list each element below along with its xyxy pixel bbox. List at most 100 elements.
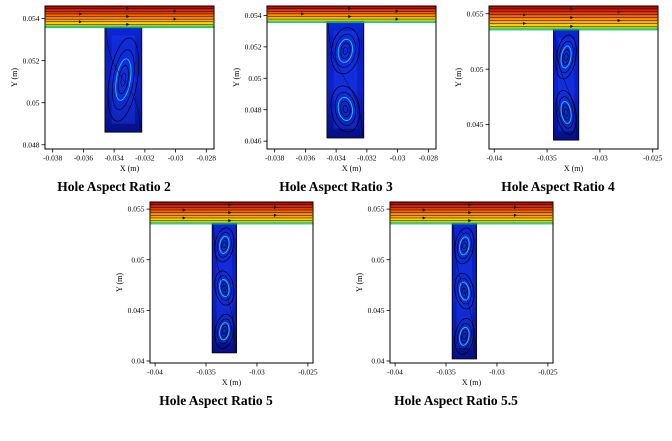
streamline-arrowhead [348, 14, 352, 19]
x-tick-label: -0.032 [357, 154, 377, 163]
vortex-streamline [112, 49, 135, 110]
vortex-streamline [330, 85, 361, 133]
x-tick-label: -0.036 [74, 154, 94, 163]
streamline-arrowhead [228, 203, 232, 207]
figure-hole-aspect-ratio-2: -0.038 -0.036 -0.034 -0.032 -0.03 -0.028 0.048… [8, 3, 220, 195]
streamline-arrowhead [422, 208, 426, 212]
streamline-arrowhead [126, 7, 130, 11]
x-tick-label: -0.025 [538, 368, 558, 377]
figure-hole-aspect-ratio-3: -0.038 -0.036 -0.034 -0.032 -0.03 -0.028 0.046… [230, 3, 442, 195]
vortex-streamline [337, 96, 353, 121]
streamline-arrowhead [395, 17, 399, 21]
streamline-arrowhead [348, 7, 352, 11]
vortex-streamline [462, 333, 467, 340]
vortex-streamline [214, 270, 235, 306]
vortex-streamline [460, 329, 468, 343]
caption-hole-aspect-ratio-3: Hole Aspect Ratio 3 [279, 179, 393, 194]
y-tick-label: 0.052 [23, 56, 40, 65]
streamline-arrowhead [522, 13, 527, 17]
y-tick-label: 0.055 [128, 205, 145, 214]
streamline-arrowhead [468, 219, 472, 223]
y-tick-label: 0.045 [368, 306, 385, 315]
figure-row-2: -0.04 -0.035 -0.03 -0.025 0.04 0.045 0.05 0.055… [113, 199, 559, 409]
plot-border [266, 5, 437, 150]
caption-hole-aspect-ratio-2: Hole Aspect Ratio 2 [57, 179, 171, 194]
vortex-streamline [220, 281, 228, 295]
x-tick-label: -0.034 [326, 154, 346, 163]
streamline-arrowhead [570, 24, 574, 28]
streamline-arrowhead [513, 213, 518, 217]
plot-hole-aspect-ratio-2: -0.038 -0.036 -0.034 -0.032 -0.03 -0.028 0.048… [8, 3, 220, 175]
streamline-arrowhead [422, 216, 426, 220]
vortex-streamline [459, 236, 470, 256]
vortex-streamline [340, 100, 351, 118]
streamline-arrowhead [78, 12, 83, 16]
plot-border [44, 5, 215, 150]
x-axis-title: X (m) [564, 164, 584, 173]
y-tick-label: 0.04 [371, 357, 384, 366]
vortex-streamline [460, 239, 468, 253]
x-tick-label: -0.03 [168, 154, 184, 163]
x-tick-label: -0.04 [486, 154, 502, 163]
vortex-streamline [457, 277, 472, 305]
vortex-streamline [558, 40, 574, 74]
streamline-arrowhead [570, 7, 574, 11]
vortex-streamline [107, 37, 140, 122]
vortex-streamline [334, 92, 356, 126]
x-tick-label: -0.025 [298, 368, 318, 377]
y-tick-label: 0.054 [245, 11, 262, 20]
vortex-streamline [337, 38, 353, 63]
vortex-streamline [219, 279, 230, 298]
y-tick-label: 0.05 [131, 255, 144, 264]
y-tick-label: 0.048 [23, 140, 40, 149]
streamline-arrowhead [522, 21, 527, 26]
vortex-streamline [214, 227, 235, 263]
vortex-streamline [117, 65, 129, 95]
caption-hole-aspect-ratio-4: Hole Aspect Ratio 4 [501, 179, 615, 194]
y-tick-label: 0.048 [245, 105, 262, 114]
x-tick-label: -0.04 [387, 368, 403, 377]
chart-canvas: -0.04 -0.035 -0.03 -0.025 0.045 0.05 0.055 X (m… [454, 5, 663, 173]
x-axis-title: X (m) [222, 378, 242, 387]
vortex-streamline [454, 227, 475, 265]
vortex-streamline [562, 104, 570, 121]
vortex-streamline [340, 42, 351, 59]
figure-hole-aspect-ratio-5: -0.04 -0.035 -0.03 -0.025 0.04 0.045 0.05 0.055… [113, 199, 319, 409]
streamline-arrowhead [300, 12, 305, 16]
y-axis-title: Y (m) [10, 68, 19, 87]
x-tick-label: -0.03 [489, 368, 505, 377]
x-tick-label: -0.035 [436, 368, 456, 377]
y-tick-label: 0.055 [368, 205, 385, 214]
vortex-streamline [558, 96, 574, 129]
y-tick-label: 0.05 [248, 74, 261, 83]
plot-border [389, 201, 554, 364]
y-tick-label: 0.045 [467, 120, 484, 129]
x-tick-label: -0.03 [249, 368, 265, 377]
vortex-streamline [460, 284, 468, 298]
streamline-arrowhead [468, 203, 472, 207]
plot-hole-aspect-ratio-5: -0.04 -0.035 -0.03 -0.025 0.04 0.045 0.05 0.055… [113, 199, 319, 389]
x-tick-label: -0.03 [390, 154, 406, 163]
plot-border [149, 201, 314, 364]
vortex-streamline [454, 318, 475, 355]
y-tick-label: 0.04 [131, 357, 144, 366]
x-tick-label: -0.03 [592, 154, 608, 163]
vortex-streamline [217, 318, 232, 344]
y-tick-label: 0.05 [26, 98, 39, 107]
streamline-arrowhead [468, 211, 472, 215]
vortex-streamline [217, 232, 232, 258]
vortex-streamline [562, 49, 570, 65]
y-tick-label: 0.052 [245, 42, 262, 51]
x-tick-label: -0.035 [196, 368, 216, 377]
streamline-arrowhead [228, 211, 232, 215]
streamline-arrowhead [395, 9, 399, 13]
x-tick-label: -0.032 [135, 154, 155, 163]
x-tick-label: -0.034 [104, 154, 124, 163]
streamline-arrowhead [182, 216, 186, 220]
plot-hole-aspect-ratio-5-5: -0.04 -0.035 -0.03 -0.025 0.04 0.045 0.05 0.055… [353, 199, 559, 389]
chart-canvas: -0.04 -0.035 -0.03 -0.025 0.04 0.045 0.05 0.055… [115, 201, 318, 387]
vortex-streamline [219, 235, 230, 254]
y-axis-title: Y (m) [115, 273, 124, 292]
vortex-streamline [342, 104, 348, 113]
